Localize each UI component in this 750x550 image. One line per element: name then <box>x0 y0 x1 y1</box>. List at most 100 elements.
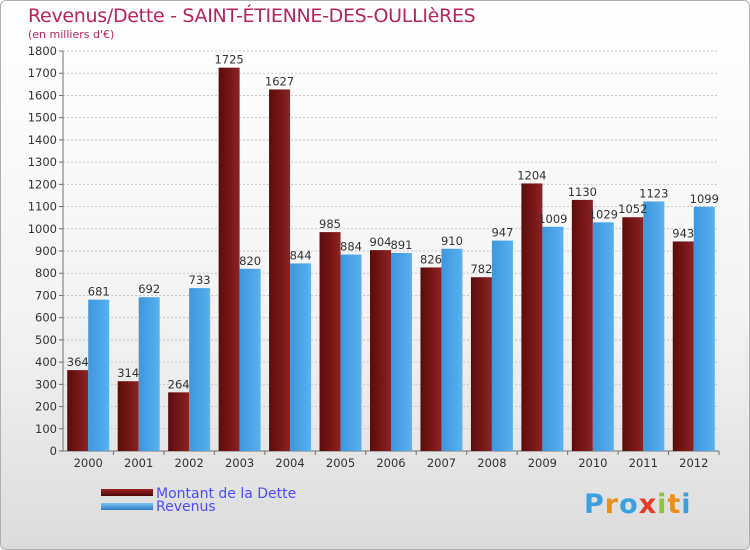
y-tick-label: 1200 <box>28 177 57 191</box>
data-label-revenus: 884 <box>340 240 362 254</box>
logo-letter: P <box>584 489 605 520</box>
data-label-dette: 826 <box>420 252 442 266</box>
bar-revenus <box>88 299 110 451</box>
data-label-dette: 943 <box>672 226 694 240</box>
y-tick-label: 500 <box>35 333 57 347</box>
bar-revenus <box>643 201 665 451</box>
data-label-revenus: 1029 <box>589 207 618 221</box>
y-tick-label: 300 <box>35 377 57 391</box>
x-tick-label: 2012 <box>679 456 708 470</box>
data-label-revenus: 1099 <box>690 192 719 206</box>
logo-letter: r <box>604 489 620 520</box>
data-label-dette: 364 <box>67 355 89 369</box>
legend-label-dette: Montant de la Dette <box>156 486 297 502</box>
data-label-revenus: 1009 <box>538 212 567 226</box>
logo-letter: t <box>667 489 682 520</box>
x-tick-label: 2005 <box>326 456 355 470</box>
data-label-revenus: 910 <box>441 234 463 248</box>
bar-dette <box>672 241 694 451</box>
bar-dette <box>218 67 240 452</box>
data-label-revenus: 692 <box>138 282 160 296</box>
bar-revenus <box>491 240 513 451</box>
data-label-dette: 985 <box>319 217 341 231</box>
data-label-dette: 1052 <box>618 202 647 216</box>
x-tick-label: 2006 <box>376 456 405 470</box>
y-tick-label: 200 <box>35 400 57 414</box>
data-label-dette: 904 <box>370 235 392 249</box>
legend-label-revenus: Revenus <box>156 499 216 515</box>
y-tick-label: 400 <box>35 355 57 369</box>
bar-revenus <box>290 263 312 451</box>
bar-dette <box>319 232 341 451</box>
bar-dette <box>67 370 89 451</box>
axes: 0 100 200 300 400 500 600 700 800 900 1000 1100 1200… <box>28 44 720 470</box>
bar-revenus <box>239 268 261 451</box>
chart-subtitle: (en milliers d'€) <box>28 28 115 41</box>
data-label-dette: 782 <box>470 262 492 276</box>
x-tick-label: 2000 <box>74 456 103 470</box>
bars <box>67 67 715 452</box>
data-label-dette: 314 <box>117 366 139 380</box>
x-tick-label: 2002 <box>175 456 204 470</box>
y-tick-label: 1300 <box>28 155 57 169</box>
logo-letter: i <box>657 489 668 520</box>
logo-letter: i <box>681 489 692 520</box>
data-label-revenus: 947 <box>491 226 513 240</box>
y-tick-label: 800 <box>35 266 57 280</box>
proxiti-logo: Proxiti <box>584 489 692 520</box>
bar-revenus <box>693 206 715 451</box>
y-tick-label: 1700 <box>28 66 57 80</box>
bar-revenus <box>592 222 614 451</box>
legend-swatch-revenus <box>101 503 153 510</box>
legend-swatch-dette <box>101 489 153 496</box>
bar-dette <box>168 392 190 451</box>
chart-title: Revenus/Dette - SAINT-ÉTIENNE-DES-OULLIè… <box>28 5 476 27</box>
data-labels: 364 681 314 692 264 733 1725 820 1627 844 985 884 90… <box>67 53 719 392</box>
y-tick-label: 700 <box>35 288 57 302</box>
bar-revenus <box>138 297 160 451</box>
x-tick-label: 2009 <box>528 456 557 470</box>
bar-revenus <box>542 226 564 451</box>
y-tick-label: 1500 <box>28 111 57 125</box>
bar-revenus <box>189 288 211 451</box>
bar-dette <box>117 381 139 451</box>
data-label-revenus: 681 <box>88 285 110 299</box>
y-tick-label: 1800 <box>28 44 57 58</box>
x-tick-label: 2003 <box>225 456 254 470</box>
logo-letter: o <box>619 489 639 520</box>
x-tick-label: 2004 <box>275 456 304 470</box>
x-tick-label: 2011 <box>629 456 658 470</box>
bar-dette <box>420 267 442 451</box>
data-label-revenus: 820 <box>239 254 261 268</box>
x-tick-label: 2008 <box>477 456 506 470</box>
legend-item-dette: Montant de la Dette <box>101 486 321 502</box>
bar-revenus <box>391 253 412 451</box>
data-label-dette: 1627 <box>265 74 294 88</box>
bar-dette <box>269 89 291 451</box>
data-label-dette: 264 <box>168 377 190 391</box>
y-tick-label: 1600 <box>28 88 57 102</box>
x-tick-label: 2010 <box>578 456 607 470</box>
data-label-dette: 1130 <box>568 185 597 199</box>
legend-item-revenus: Revenus <box>101 499 321 518</box>
bar-revenus <box>441 248 463 451</box>
data-label-revenus: 733 <box>189 273 211 287</box>
bar-dette <box>571 199 593 451</box>
x-tick-label: 2007 <box>427 456 456 470</box>
y-tick-label: 0 <box>50 444 57 458</box>
y-tick-label: 1400 <box>28 133 57 147</box>
data-label-revenus: 891 <box>391 238 413 252</box>
data-label-dette: 1204 <box>517 168 546 182</box>
y-tick-label: 1100 <box>28 200 57 214</box>
bar-dette <box>370 250 391 451</box>
data-label-revenus: 1123 <box>639 186 668 200</box>
y-tick-label: 100 <box>35 422 57 436</box>
bar-dette <box>470 277 492 451</box>
y-tick-label: 1000 <box>28 222 57 236</box>
bar-dette <box>521 183 543 451</box>
legend: Montant de la Dette Revenus <box>101 486 321 518</box>
y-tick-label: 900 <box>35 244 57 258</box>
y-tick-label: 600 <box>35 311 57 325</box>
